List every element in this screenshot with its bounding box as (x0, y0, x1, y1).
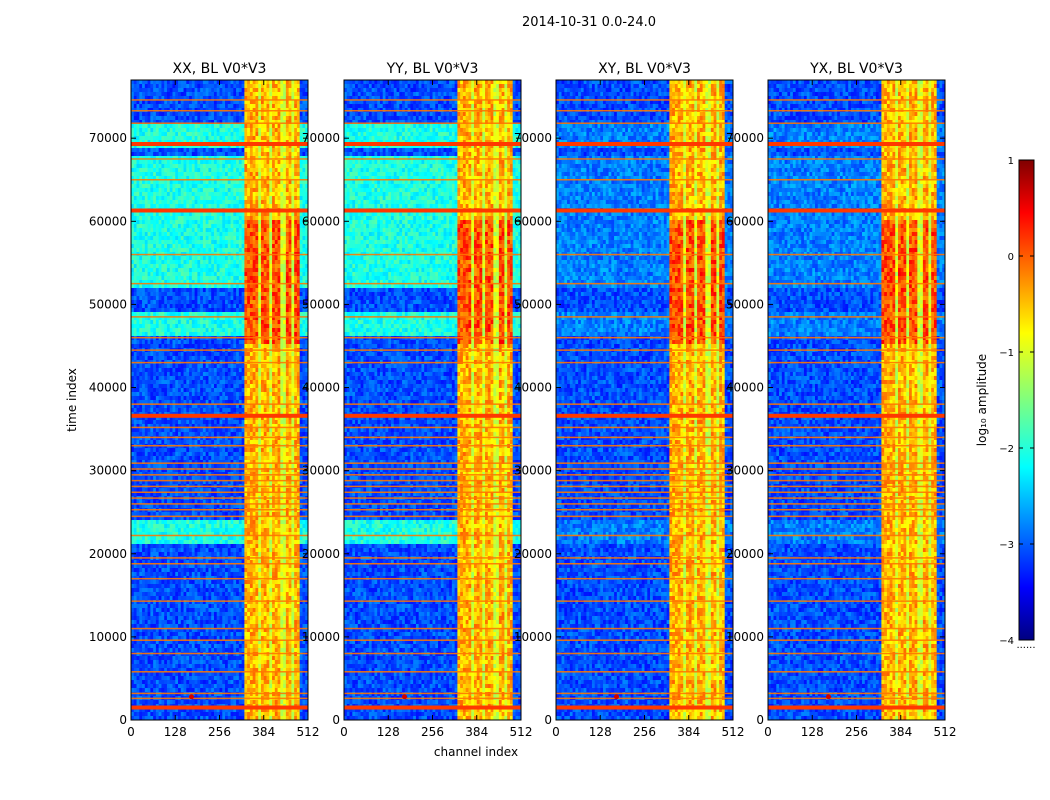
panel-xx: XX, BL V0*V30 128 256 384 512010000200003000… (89, 61, 320, 739)
chart: 2014-10-31 0.0-24.0 XX, BL V0*V30 128 256 3… (0, 0, 1050, 800)
heatmap-xx (131, 80, 309, 721)
figure-title: 2014-10-31 0.0-24.0 (522, 15, 656, 30)
